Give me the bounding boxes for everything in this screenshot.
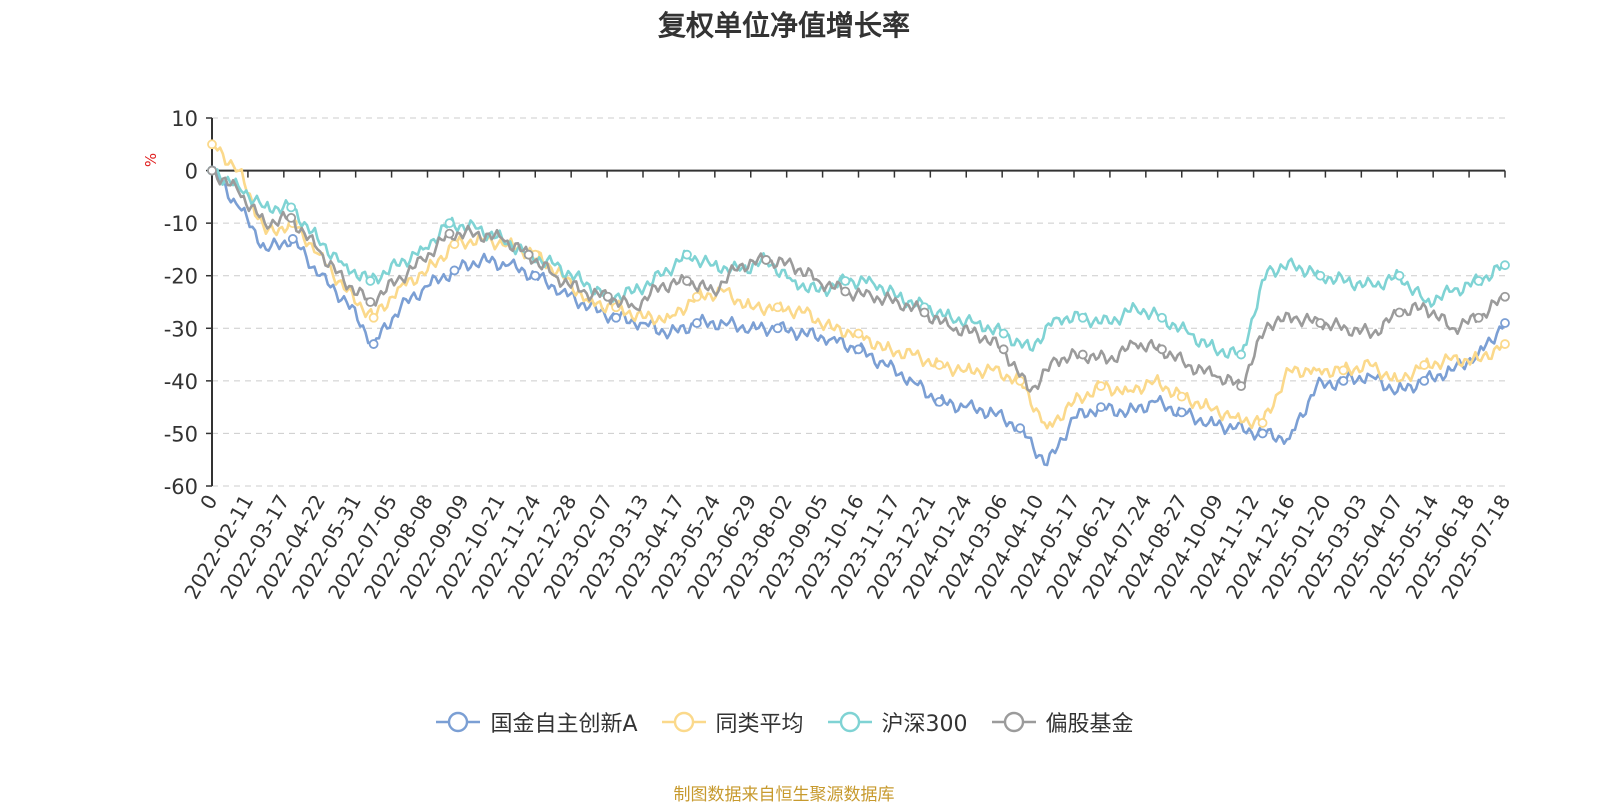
series-marker bbox=[1500, 339, 1510, 349]
series-marker bbox=[1157, 312, 1167, 323]
series-marker bbox=[772, 302, 783, 313]
legend-item[interactable]: 沪深300 bbox=[826, 706, 968, 738]
series-marker bbox=[1500, 291, 1510, 302]
series-marker bbox=[287, 234, 298, 244]
legend-item[interactable]: 偏股基金 bbox=[990, 706, 1134, 738]
series-marker bbox=[449, 239, 460, 250]
series-marker bbox=[1338, 375, 1349, 386]
chart-plot: % 10 0 -10 -20 -30 -40 -50 -60 02022-02-112022-… bbox=[142, 107, 1515, 604]
series-line bbox=[211, 168, 1506, 393]
series-marker bbox=[1077, 312, 1088, 323]
series-marker bbox=[368, 312, 379, 323]
y-tick-label: 0 bbox=[185, 160, 198, 184]
series-marker bbox=[1157, 344, 1167, 355]
source-note: 制图数据来自恒生聚源数据库 bbox=[673, 785, 895, 805]
series-lines bbox=[207, 139, 1510, 467]
series-marker bbox=[998, 344, 1009, 355]
series-marker bbox=[840, 276, 851, 286]
series-marker bbox=[368, 339, 379, 349]
series-marker bbox=[998, 328, 1009, 339]
series-marker bbox=[611, 312, 621, 323]
legend: 国金自主创新A 同类平均 沪深300 偏股基金 bbox=[0, 706, 1568, 738]
legend-label: 偏股基金 bbox=[1045, 712, 1134, 737]
series-marker bbox=[1236, 381, 1247, 392]
x-tick-label: 0 bbox=[195, 491, 222, 514]
series-marker bbox=[691, 318, 702, 328]
series-marker bbox=[1257, 418, 1268, 428]
legend-label: 同类平均 bbox=[715, 712, 804, 737]
y-axis-unit-label: % bbox=[142, 153, 160, 167]
series-marker bbox=[530, 270, 541, 281]
series-marker bbox=[682, 276, 692, 286]
series-marker bbox=[1315, 270, 1326, 281]
series-marker bbox=[1473, 276, 1484, 286]
series-marker bbox=[1500, 318, 1510, 328]
series-marker bbox=[1394, 307, 1405, 318]
series-marker bbox=[1419, 375, 1430, 386]
series-marker bbox=[444, 218, 455, 229]
series-marker bbox=[1419, 360, 1430, 370]
x-axis-tick-labels: 02022-02-112022-03-172022-04-222022-05-3… bbox=[179, 491, 1515, 604]
series-marker bbox=[1176, 407, 1187, 418]
series-marker bbox=[1315, 318, 1326, 328]
series-marker bbox=[1338, 365, 1349, 376]
series-marker bbox=[523, 249, 534, 260]
legend-marker-icon bbox=[661, 711, 706, 733]
series-marker bbox=[1236, 349, 1247, 360]
series-marker bbox=[1015, 423, 1026, 434]
series-marker bbox=[365, 297, 376, 307]
y-tick-label: -50 bbox=[164, 422, 198, 446]
series-marker bbox=[207, 139, 217, 150]
series-marker bbox=[853, 328, 864, 339]
series-marker bbox=[365, 276, 376, 286]
series-marker bbox=[682, 249, 692, 260]
series-marker bbox=[1015, 375, 1026, 386]
series-marker bbox=[1077, 349, 1088, 360]
series-marker bbox=[1257, 428, 1268, 439]
series-marker bbox=[934, 396, 945, 407]
series-marker bbox=[1096, 381, 1106, 392]
series-marker bbox=[853, 344, 864, 355]
chart-title: 复权单位净值增长率 bbox=[657, 9, 910, 42]
legend-label: 国金自主创新A bbox=[490, 712, 638, 737]
series-marker bbox=[691, 291, 702, 302]
series-marker bbox=[1500, 260, 1510, 271]
y-tick-label: -10 bbox=[164, 212, 198, 236]
series-marker bbox=[207, 165, 217, 176]
y-tick-label: -60 bbox=[164, 475, 198, 499]
series-marker bbox=[761, 255, 772, 265]
y-tick-label: 10 bbox=[171, 107, 198, 131]
series-marker bbox=[1096, 402, 1106, 413]
legend-marker-icon bbox=[827, 711, 872, 733]
series-marker bbox=[286, 202, 297, 213]
legend-marker-icon bbox=[436, 711, 481, 733]
series-marker bbox=[444, 228, 455, 239]
series-marker bbox=[772, 323, 783, 334]
legend-marker-icon bbox=[991, 711, 1036, 733]
series-marker bbox=[602, 291, 613, 302]
series-marker bbox=[840, 286, 851, 297]
series-marker bbox=[934, 360, 945, 370]
axes: % 10 0 -10 -20 -30 -40 -50 -60 bbox=[142, 107, 1506, 499]
y-tick-label: -40 bbox=[164, 370, 198, 394]
series-marker bbox=[1394, 270, 1405, 281]
series-line bbox=[211, 168, 1506, 359]
series-marker bbox=[1176, 391, 1187, 402]
series-marker bbox=[449, 265, 460, 276]
y-tick-label: -30 bbox=[164, 317, 198, 341]
legend-label: 沪深300 bbox=[881, 712, 968, 737]
series-marker bbox=[919, 307, 930, 318]
legend-item[interactable]: 国金自主创新A bbox=[434, 706, 638, 738]
series-line bbox=[211, 166, 1507, 467]
legend-item[interactable]: 同类平均 bbox=[660, 706, 804, 738]
series-marker bbox=[286, 212, 297, 223]
series-marker bbox=[1473, 312, 1484, 323]
y-tick-label: -20 bbox=[164, 265, 198, 289]
